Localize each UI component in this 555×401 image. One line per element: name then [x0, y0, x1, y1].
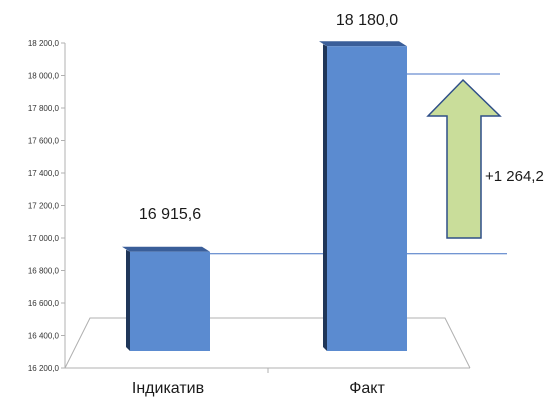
floor-back-edges — [64, 317, 471, 369]
bar-side-face — [126, 249, 130, 351]
y-tick-label: 18 000,0 — [28, 72, 60, 81]
difference-label: +1 264,2 — [485, 168, 544, 185]
y-tick-label: 17 400,0 — [28, 169, 60, 178]
category-label-indicative: Індикатив — [132, 380, 204, 397]
data-label-fact: 18 180,0 — [336, 12, 398, 29]
y-tick-label: 17 600,0 — [28, 137, 60, 146]
bar-front-face — [327, 46, 407, 351]
y-tick-label: 17 200,0 — [28, 202, 60, 211]
bar-front-face — [130, 251, 210, 351]
category-label-fact: Факт — [349, 380, 385, 397]
y-tick-label: 18 200,0 — [28, 39, 60, 48]
bar-2 — [319, 41, 407, 351]
difference-arrow — [426, 78, 502, 239]
difference-arrow-group: +1 264,2 — [426, 78, 544, 239]
y-tick-label: 16 600,0 — [28, 299, 60, 308]
bar-side-face — [323, 44, 327, 351]
y-tick-label: 16 800,0 — [28, 267, 60, 276]
bar-top-face — [122, 246, 210, 252]
y-tick-label: 16 200,0 — [28, 364, 60, 373]
chart-floor — [64, 317, 471, 373]
y-tick-label: 17 800,0 — [28, 104, 60, 113]
labels: 16 915,6 18 180,0 Індикатив Факт — [132, 12, 398, 397]
bars — [122, 41, 407, 351]
y-tick-label: 17 000,0 — [28, 234, 60, 243]
y-axis: 16 200,0 16 400,0 16 600,0 16 800,0 17 000,0… — [28, 39, 66, 373]
bar-1 — [122, 246, 210, 351]
y-tick-label: 16 400,0 — [28, 332, 60, 341]
data-label-indicative: 16 915,6 — [139, 206, 201, 223]
bar-top-face — [319, 41, 407, 47]
